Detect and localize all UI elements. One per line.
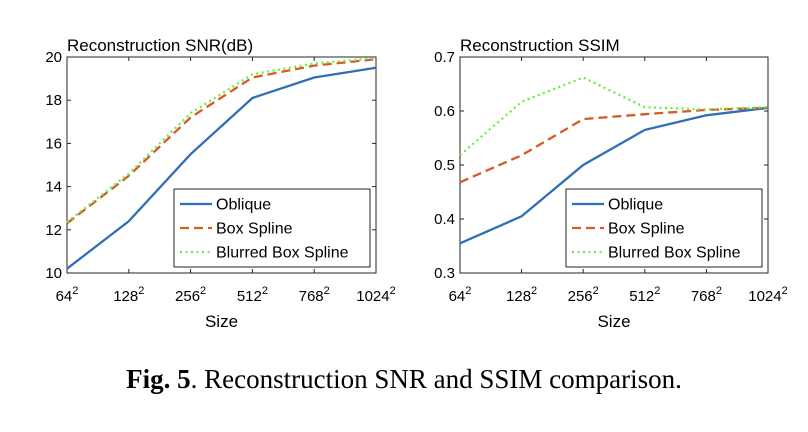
series-line-1 <box>459 106 769 245</box>
figure-caption: Fig. 5. Reconstruction SNR and SSIM comp… <box>0 364 808 395</box>
x-tick-label: 7682 <box>299 285 330 305</box>
chart-title: Reconstruction SNR(dB) <box>67 36 253 55</box>
legend-box <box>173 188 371 268</box>
legend-label: Box Spline <box>216 221 293 238</box>
y-tick-label: 14 <box>45 179 62 196</box>
x-tick-label: 5122 <box>629 285 660 305</box>
x-tick-label: 1282 <box>506 285 537 305</box>
y-tick-label: 0.3 <box>434 265 455 282</box>
caption-label: Fig. 5 <box>126 364 191 394</box>
chart-title: Reconstruction SSIM <box>460 36 620 55</box>
chart-1: Reconstruction SNR(dB) 10 12 14 16 18 20 642 128… <box>45 36 395 331</box>
series-line-2 <box>459 106 769 184</box>
y-tick-label: 0.6 <box>434 103 455 120</box>
y-tick-label: 16 <box>45 135 62 152</box>
series-line-2 <box>66 58 377 225</box>
y-tick-label: 20 <box>45 49 62 66</box>
legend: Oblique Box Spline Blurred Box Spline <box>173 188 371 268</box>
x-tick-label: 2562 <box>175 285 206 305</box>
x-tick-label: 5122 <box>237 285 268 305</box>
y-tick-label: 0.5 <box>434 157 455 174</box>
y-tick-label: 18 <box>45 92 62 109</box>
x-axis-label: Size <box>597 312 630 331</box>
y-tick-label: 0.4 <box>434 211 455 228</box>
legend-label: Box Spline <box>608 221 685 238</box>
x-tick-label: 10242 <box>748 285 788 305</box>
chart-2: Reconstruction SSIM 0.3 0.4 0.5 0.6 0.7 642 128… <box>434 36 788 331</box>
legend-label: Oblique <box>608 197 663 214</box>
x-tick-label: 7682 <box>691 285 722 305</box>
series-line-1 <box>66 66 377 270</box>
series-line-3 <box>459 76 769 157</box>
legend-label: Oblique <box>216 197 271 214</box>
legend-box <box>565 188 763 268</box>
legend-label: Blurred Box Spline <box>608 245 741 262</box>
x-axis-label: Size <box>205 312 238 331</box>
y-tick-label: 12 <box>45 222 62 239</box>
y-tick-label: 0.7 <box>434 49 455 66</box>
x-tick-label: 10242 <box>356 285 396 305</box>
caption-text: . Reconstruction SNR and SSIM comparison… <box>190 364 682 394</box>
figure: Reconstruction SNR(dB) 10 12 14 16 18 20 642 128… <box>45 36 788 331</box>
y-tick-label: 10 <box>45 265 62 282</box>
x-tick-label: 1282 <box>113 285 144 305</box>
x-tick-label: 2562 <box>568 285 599 305</box>
x-tick-label: 642 <box>449 285 472 305</box>
legend-label: Blurred Box Spline <box>216 245 349 262</box>
x-tick-label: 642 <box>56 285 79 305</box>
legend: Oblique Box Spline Blurred Box Spline <box>565 188 763 268</box>
